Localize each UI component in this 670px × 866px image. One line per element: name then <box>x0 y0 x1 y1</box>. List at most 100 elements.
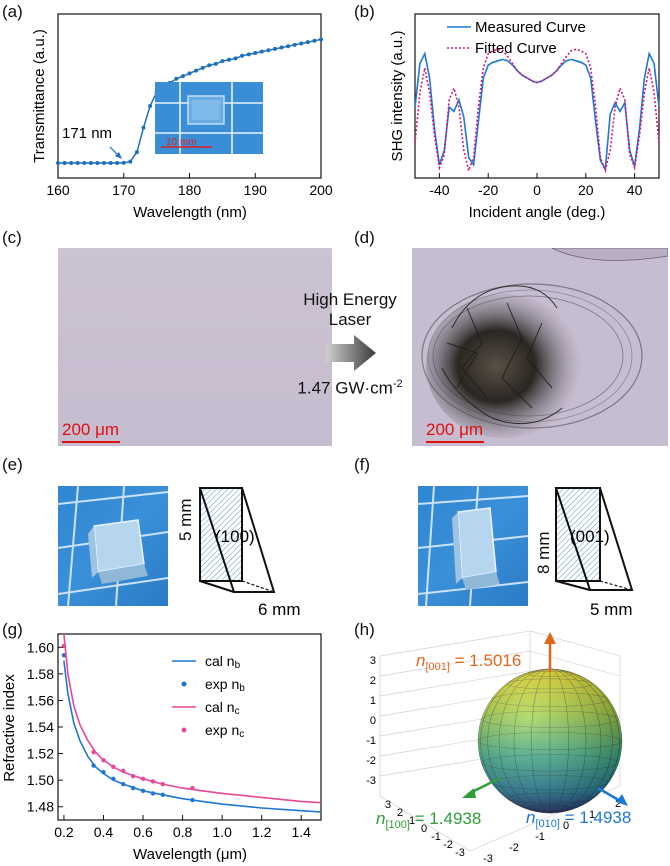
n001-value: = 1.5016 <box>450 651 521 670</box>
panel-label-g: (g) <box>2 620 23 639</box>
laser-caption-line1: High Energy <box>303 290 397 309</box>
data-point <box>279 45 284 50</box>
data-point <box>69 160 74 165</box>
x-tick-label: 0.4 <box>94 824 114 840</box>
x-tick-label: 2 <box>397 807 403 819</box>
laser-fluence-exponent: -2 <box>392 378 403 390</box>
z-axis-ticks: 3 2 1 0 -1 -2 -3 <box>366 655 376 787</box>
y-tick-label: 1.58 <box>27 666 54 682</box>
legend-cal-nc-sub: c <box>235 706 240 717</box>
x-tick-label: -1 <box>431 831 441 843</box>
data-point <box>75 160 80 165</box>
exp-nb-point <box>130 785 136 791</box>
y-tick-label: 1.54 <box>27 719 54 735</box>
data-point <box>180 74 185 79</box>
exp-nc-point <box>91 750 96 755</box>
data-point <box>108 160 113 165</box>
panel-label-e: (e) <box>2 455 23 474</box>
panel-label-c: (c) <box>2 228 22 247</box>
x-tick-label: -3 <box>455 847 465 859</box>
fitted-curve <box>414 48 660 174</box>
x-tick-label: 170 <box>112 182 136 198</box>
crystal-inset-photo: 10 mm <box>155 82 263 154</box>
x-tick-label: 1.4 <box>291 824 311 840</box>
data-point <box>121 160 126 165</box>
data-point <box>259 49 264 54</box>
legend-measured: Measured Curve <box>475 19 586 36</box>
n010-subscript: [010] <box>535 818 559 830</box>
n100-subscript: [100] <box>385 819 409 831</box>
n001-label: n[001] = 1.5016 <box>416 651 521 673</box>
exp-nc-point <box>150 779 156 784</box>
prism-face-label: (001) <box>570 527 610 546</box>
crystal-photo-100 <box>58 486 168 606</box>
legend-cal-nc: cal nc <box>205 699 240 717</box>
refractive-index-chart: cal n b exp nb cal nc exp nc Wavelength (… <box>1 633 322 863</box>
prism-dim-v: 5 mm <box>176 498 195 542</box>
x-tick-label: -2 <box>443 839 453 851</box>
z-tick-label: 2 <box>370 675 376 687</box>
panel-label-h: (h) <box>354 620 375 639</box>
z-tick-label: 0 <box>370 715 376 727</box>
z-tick-label: -3 <box>366 775 376 787</box>
y-tick-label: -2 <box>509 842 519 854</box>
legend-exp-nb-sub: b <box>239 683 245 694</box>
x-tick-label: 0.8 <box>173 824 193 840</box>
exp-nb-point <box>111 776 116 782</box>
data-point <box>213 61 218 66</box>
x-axis-label: Wavelength (μm) <box>133 846 247 863</box>
exp-nc-point <box>121 768 126 774</box>
x-tick-label: 200 <box>309 182 333 198</box>
legend-exp-nb: exp nb <box>205 676 245 694</box>
data-point <box>207 63 212 68</box>
data-point <box>299 41 304 46</box>
x-tick-label: -40 <box>429 182 449 198</box>
scale-bar <box>426 441 484 443</box>
x-tick-label: 1 <box>409 815 415 827</box>
y-tick-label: -3 <box>483 853 493 865</box>
crystal-001-illustration <box>418 486 528 606</box>
y-tick-label: -1 <box>535 831 545 843</box>
n010-label: n[010] = 1.4938 <box>526 808 631 830</box>
laser-caption: High Energy Laser <box>288 290 412 330</box>
x-tick-label: 1.0 <box>212 824 232 840</box>
n001-symbol: n <box>416 651 425 670</box>
x-axis-label: Wavelength (nm) <box>133 204 247 221</box>
panel-label-d: (d) <box>354 228 375 247</box>
laser-fluence-value: 1.47 GW·cm <box>297 378 393 398</box>
n100-symbol: n <box>376 809 385 828</box>
data-point <box>253 50 258 55</box>
z-tick-label: -1 <box>366 735 376 747</box>
x-tick-label: 0.6 <box>133 824 153 840</box>
crystal-photo-001 <box>418 486 528 606</box>
y-axis-label: Transmittance (a.u.) <box>31 29 48 163</box>
x-tick-label: 160 <box>46 182 70 198</box>
data-point <box>115 160 120 165</box>
prism-diagram-001: (001) 5 mm <box>554 487 634 619</box>
n001-arrowhead <box>544 632 556 644</box>
data-point <box>305 40 310 45</box>
scale-bar <box>62 441 120 443</box>
legend-cal-nc-text: cal n <box>205 699 235 715</box>
annotation-171nm: 171 nm <box>62 125 112 142</box>
y-tick-label: 1.56 <box>27 692 54 708</box>
x-axis-label: Incident angle (deg.) <box>469 204 606 221</box>
y-tick-label: 1.50 <box>27 772 54 788</box>
x-tick-label: 190 <box>244 182 268 198</box>
exp-nb-point <box>140 788 146 793</box>
panel-label-a: (a) <box>2 2 23 21</box>
data-point <box>102 160 107 165</box>
data-point <box>272 46 277 51</box>
data-point <box>226 57 231 62</box>
exp-nc-point <box>101 758 106 763</box>
legend-exp-nc-sub: c <box>239 729 244 740</box>
n001-subscript: [001] <box>425 661 449 673</box>
legend-exp-nc: exp nc <box>205 722 244 740</box>
prism-dim-h: 6 mm <box>258 600 301 619</box>
crystal-100-illustration <box>58 486 168 606</box>
z-tick-label: 1 <box>370 695 376 707</box>
y-axis-ticks: -3 -2 -1 0 1 2 <box>483 798 621 865</box>
y-tick-label: 1.52 <box>27 746 54 762</box>
z-tick-label: -2 <box>366 755 376 767</box>
data-point <box>187 71 192 76</box>
